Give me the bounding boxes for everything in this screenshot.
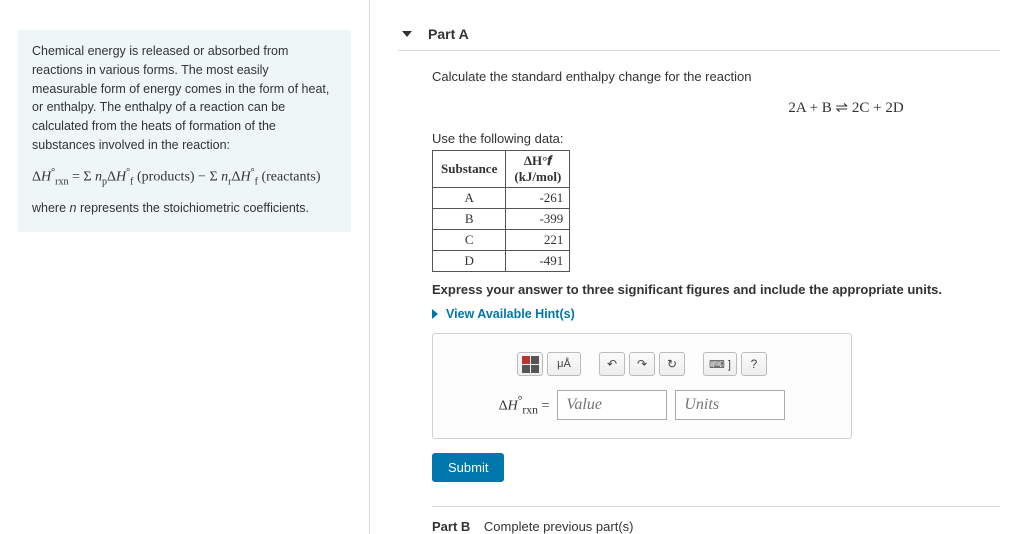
reset-button[interactable]: ↻	[659, 352, 685, 376]
undo-button[interactable]: ↶	[599, 352, 625, 376]
part-a-title: Part A	[428, 26, 469, 42]
part-a-header[interactable]: Part A	[398, 18, 1000, 51]
table-intro: Use the following data:	[432, 131, 1000, 146]
part-b-label: Part B	[432, 519, 470, 534]
question-panel: Part A Calculate the standard enthalpy c…	[370, 0, 1024, 534]
templates-button[interactable]	[517, 352, 543, 376]
table-row: B-399	[433, 209, 570, 230]
reaction-equation: 2A + B ⇌ 2C + 2D	[692, 98, 1000, 117]
answer-toolbar: μÅ ↶ ↷ ↻ ⌨ ] ?	[447, 352, 837, 376]
answer-instruction: Express your answer to three significant…	[432, 282, 1000, 297]
answer-prefix: ΔH°rxn =	[499, 394, 550, 416]
view-hints-link[interactable]: View Available Hint(s)	[432, 307, 1000, 321]
intro-box: Chemical energy is released or absorbed …	[18, 30, 351, 232]
table-row: D-491	[433, 251, 570, 272]
hints-label: View Available Hint(s)	[446, 307, 575, 321]
col-dh: ΔH°𝒇 (kJ/mol)	[506, 151, 570, 188]
info-panel: Chemical energy is released or absorbed …	[0, 0, 370, 534]
col-dh-units: (kJ/mol)	[514, 169, 561, 185]
chevron-down-icon	[402, 31, 412, 37]
col-substance: Substance	[433, 151, 506, 188]
table-row: C221	[433, 230, 570, 251]
chevron-right-icon	[432, 309, 438, 319]
intro-footnote: where n represents the stoichiometric co…	[32, 199, 337, 218]
templates-icon	[522, 356, 539, 373]
submit-button[interactable]: Submit	[432, 453, 504, 482]
part-a-prompt: Calculate the standard enthalpy change f…	[432, 69, 1000, 84]
redo-button[interactable]: ↷	[629, 352, 655, 376]
help-button[interactable]: ?	[741, 352, 767, 376]
value-input[interactable]	[557, 390, 667, 420]
col-dh-symbol: ΔH°𝒇	[514, 153, 561, 169]
hess-formula: ΔH°rxn = Σ npΔH°f (products) − Σ nrΔH°f …	[32, 165, 337, 189]
keyboard-button[interactable]: ⌨ ]	[703, 352, 737, 376]
answer-box: μÅ ↶ ↷ ↻ ⌨ ] ? ΔH°rxn =	[432, 333, 852, 439]
table-row: A-261	[433, 188, 570, 209]
part-b-status: Complete previous part(s)	[484, 519, 634, 534]
units-input[interactable]	[675, 390, 785, 420]
part-b-row: Part B Complete previous part(s)	[432, 506, 1000, 534]
enthalpy-data-table: Substance ΔH°𝒇 (kJ/mol) A-261 B-399 C221…	[432, 150, 570, 272]
intro-text: Chemical energy is released or absorbed …	[32, 42, 337, 155]
special-chars-button[interactable]: μÅ	[547, 352, 581, 376]
